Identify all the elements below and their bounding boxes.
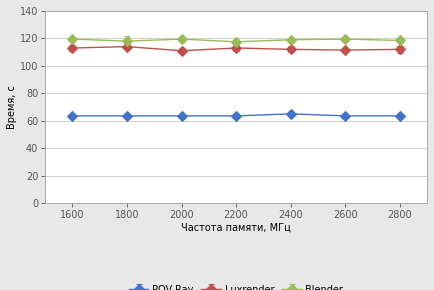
X-axis label: Частота памяти, МГц: Частота памяти, МГц (181, 223, 291, 233)
Legend: POV-Ray, Luxrender, Blender: POV-Ray, Luxrender, Blender (125, 281, 347, 290)
Y-axis label: Время, с: Время, с (7, 85, 17, 129)
